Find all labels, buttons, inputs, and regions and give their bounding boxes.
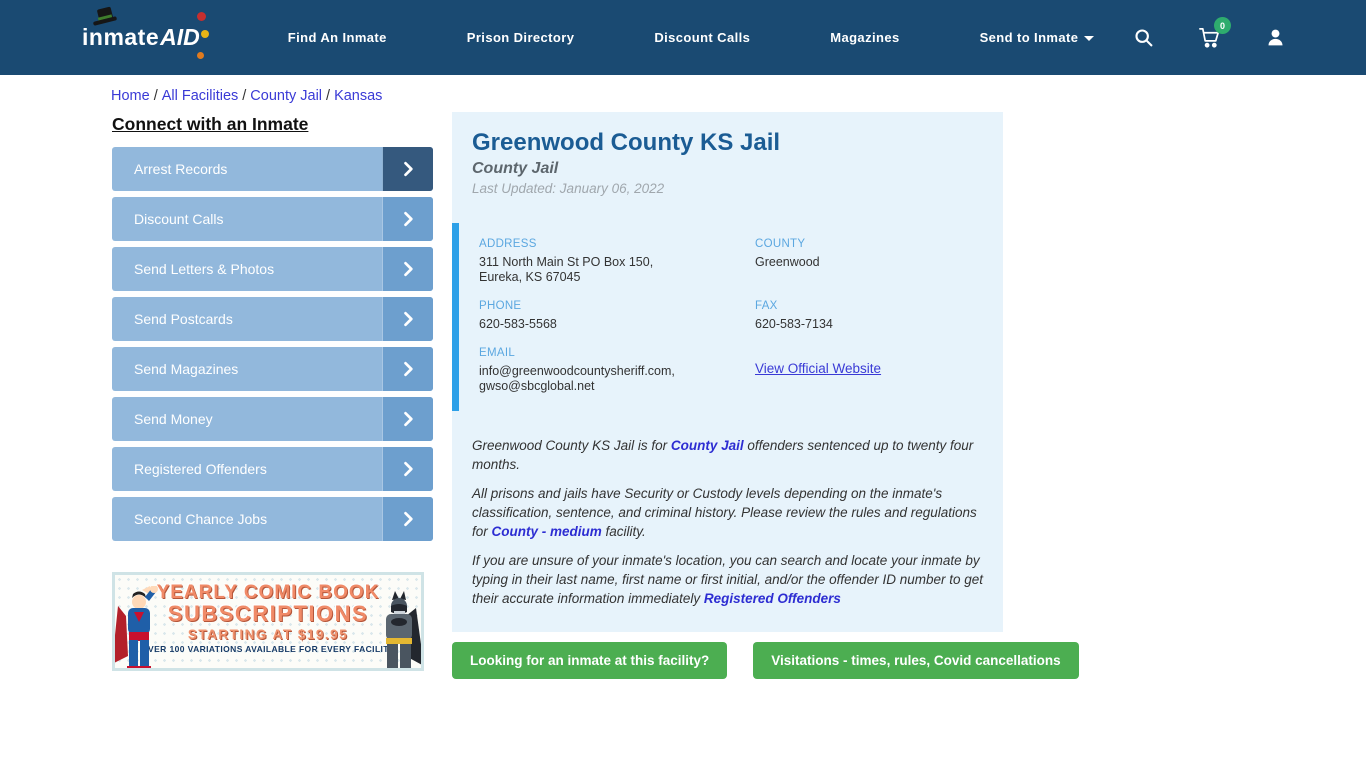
- ad-headline-2: SUBSCRIPTIONS: [167, 601, 369, 626]
- sidebar-heading: Connect with an Inmate: [112, 114, 309, 134]
- sidebar-item-label: Discount Calls: [134, 211, 224, 227]
- county-label: COUNTY: [755, 238, 806, 250]
- nav-prison-directory[interactable]: Prison Directory: [466, 30, 575, 45]
- county-group: COUNTY Greenwood: [755, 238, 983, 285]
- county-jail-link[interactable]: County Jail: [670, 438, 744, 453]
- paragraph-text: facility.: [601, 524, 646, 539]
- search-icon[interactable]: [1133, 27, 1154, 48]
- phone-value: 620-583-5568: [479, 317, 557, 331]
- registered-offenders-link[interactable]: Registered Offenders: [703, 591, 841, 606]
- confetti-red: [196, 12, 206, 21]
- chevron-right-icon: [382, 497, 433, 541]
- ad-price-line: STARTING AT $19.95: [187, 627, 349, 642]
- chevron-right-icon: [382, 297, 433, 341]
- cart-count-badge: 0: [1214, 17, 1231, 34]
- confetti-yellow: [200, 30, 209, 38]
- description-paragraph-1: Greenwood County KS Jail is for County J…: [472, 436, 983, 474]
- last-updated: Last Updated: January 06, 2022: [472, 181, 665, 196]
- contact-info-panel: ADDRESS 311 North Main St PO Box 150, Eu…: [452, 223, 983, 411]
- nav-magazines[interactable]: Magazines: [830, 30, 900, 45]
- comic-book-subscription-ad[interactable]: YEARLY COMIC BOOK SUBSCRIPTIONS STARTING…: [112, 572, 424, 671]
- sidebar-item-discount-calls[interactable]: Discount Calls: [112, 197, 433, 241]
- sidebar-item-send-postcards[interactable]: Send Postcards: [112, 297, 433, 341]
- sidebar-item-arrest-records[interactable]: Arrest Records: [112, 147, 433, 191]
- facility-card: Greenwood County KS Jail County Jail Las…: [452, 112, 1003, 632]
- ad-subtext: OVER 100 VARIATIONS AVAILABLE FOR EVERY …: [141, 644, 395, 654]
- facility-description: Greenwood County KS Jail is for County J…: [472, 436, 983, 608]
- fax-group: FAX 620-583-7134: [755, 300, 983, 332]
- sidebar-item-label: Send Postcards: [134, 311, 233, 327]
- sidebar-item-send-money[interactable]: Send Money: [112, 397, 433, 441]
- nav-send-to-inmate-label: Send to Inmate: [979, 30, 1079, 45]
- address-group: ADDRESS 311 North Main St PO Box 150, Eu…: [479, 238, 755, 285]
- chevron-right-icon: [382, 147, 433, 191]
- official-website-link[interactable]: View Official Website: [755, 361, 882, 376]
- chevron-right-icon: [382, 247, 433, 291]
- page-title: Greenwood County KS Jail: [472, 129, 781, 156]
- breadcrumb-county-jail[interactable]: County Jail: [250, 88, 323, 104]
- batman-illustration: [386, 591, 421, 668]
- sidebar-item-label: Registered Offenders: [134, 461, 267, 477]
- sidebar-item-label: Send Money: [134, 411, 213, 427]
- paragraph-text: If you are unsure of your inmate's locat…: [472, 553, 983, 606]
- email-label: EMAIL: [479, 347, 516, 359]
- superman-illustration: [115, 586, 158, 668]
- sidebar-item-second-chance-jobs[interactable]: Second Chance Jobs: [112, 497, 433, 541]
- email-group: EMAIL info@greenwoodcountysheriff.com, g…: [479, 347, 755, 394]
- county-medium-link[interactable]: County - medium: [491, 524, 602, 539]
- address-label: ADDRESS: [479, 238, 537, 250]
- fax-label: FAX: [755, 300, 778, 312]
- breadcrumb-home[interactable]: Home: [111, 88, 150, 104]
- paragraph-text: Greenwood County KS Jail is for: [472, 438, 671, 453]
- county-value: Greenwood: [755, 255, 820, 269]
- navbar-icon-group: 0: [1133, 17, 1286, 49]
- fax-value: 620-583-7134: [755, 317, 833, 331]
- main-navigation: Find An Inmate Prison Directory Discount…: [288, 30, 1095, 45]
- breadcrumb: Home / All Facilities / County Jail / Kansas: [111, 88, 1366, 104]
- sidebar: Connect with an Inmate Arrest Records Di…: [112, 112, 433, 671]
- phone-label: PHONE: [479, 300, 522, 312]
- chevron-right-icon: [382, 347, 433, 391]
- chevron-right-icon: [382, 397, 433, 441]
- sidebar-item-label: Send Letters & Photos: [134, 261, 275, 277]
- sidebar-item-send-magazines[interactable]: Send Magazines: [112, 347, 433, 391]
- inmate-search-button[interactable]: Looking for an inmate at this facility?: [452, 642, 728, 679]
- chevron-right-icon: [382, 447, 433, 491]
- breadcrumb-kansas[interactable]: Kansas: [334, 88, 383, 104]
- sidebar-item-label: Arrest Records: [134, 161, 228, 177]
- user-account-icon[interactable]: [1265, 27, 1286, 48]
- inmateaid-logo[interactable]: inmate AID: [82, 6, 209, 59]
- facility-main: Greenwood County KS Jail County Jail Las…: [452, 112, 1079, 679]
- ad-headline-1: YEARLY COMIC BOOK: [156, 582, 380, 603]
- visitations-button[interactable]: Visitations - times, rules, Covid cancel…: [753, 642, 1079, 679]
- address-value: 311 North Main St PO Box 150, Eureka, KS…: [479, 255, 654, 284]
- breadcrumb-separator: /: [326, 88, 331, 104]
- top-navbar: inmate AID Find An Inmate Prison Directo…: [0, 0, 1366, 75]
- nav-send-to-inmate-dropdown[interactable]: Send to Inmate: [980, 30, 1095, 45]
- breadcrumb-separator: /: [242, 88, 247, 104]
- sidebar-item-send-letters-photos[interactable]: Send Letters & Photos: [112, 247, 433, 291]
- facility-type: County Jail: [472, 160, 559, 177]
- breadcrumb-all-facilities[interactable]: All Facilities: [161, 88, 239, 104]
- chevron-right-icon: [382, 197, 433, 241]
- logo-text-aid: AID: [160, 24, 200, 50]
- paragraph-text: offenders sentenced up to twenty four mo…: [472, 438, 974, 472]
- chevron-down-icon: [1084, 36, 1095, 42]
- sidebar-item-label: Second Chance Jobs: [134, 511, 268, 527]
- sidebar-item-registered-offenders[interactable]: Registered Offenders: [112, 447, 433, 491]
- email-value: info@greenwoodcountysheriff.com, gwso@sb…: [479, 364, 675, 393]
- confetti-orange: [196, 52, 204, 59]
- sidebar-item-label: Send Magazines: [134, 361, 239, 377]
- description-paragraph-3: If you are unsure of your inmate's locat…: [472, 551, 983, 608]
- page-content: Connect with an Inmate Arrest Records Di…: [112, 112, 1366, 679]
- nav-find-an-inmate[interactable]: Find An Inmate: [287, 30, 387, 45]
- logo-text-inmate: inmate: [82, 24, 160, 50]
- cart-icon[interactable]: 0: [1198, 17, 1231, 49]
- nav-discount-calls[interactable]: Discount Calls: [654, 30, 751, 45]
- action-buttons: Looking for an inmate at this facility? …: [452, 642, 1079, 679]
- breadcrumb-separator: /: [153, 88, 158, 104]
- description-paragraph-2: All prisons and jails have Security or C…: [472, 484, 983, 541]
- phone-group: PHONE 620-583-5568: [479, 300, 755, 332]
- paragraph-text: All prisons and jails have Security or C…: [472, 486, 977, 539]
